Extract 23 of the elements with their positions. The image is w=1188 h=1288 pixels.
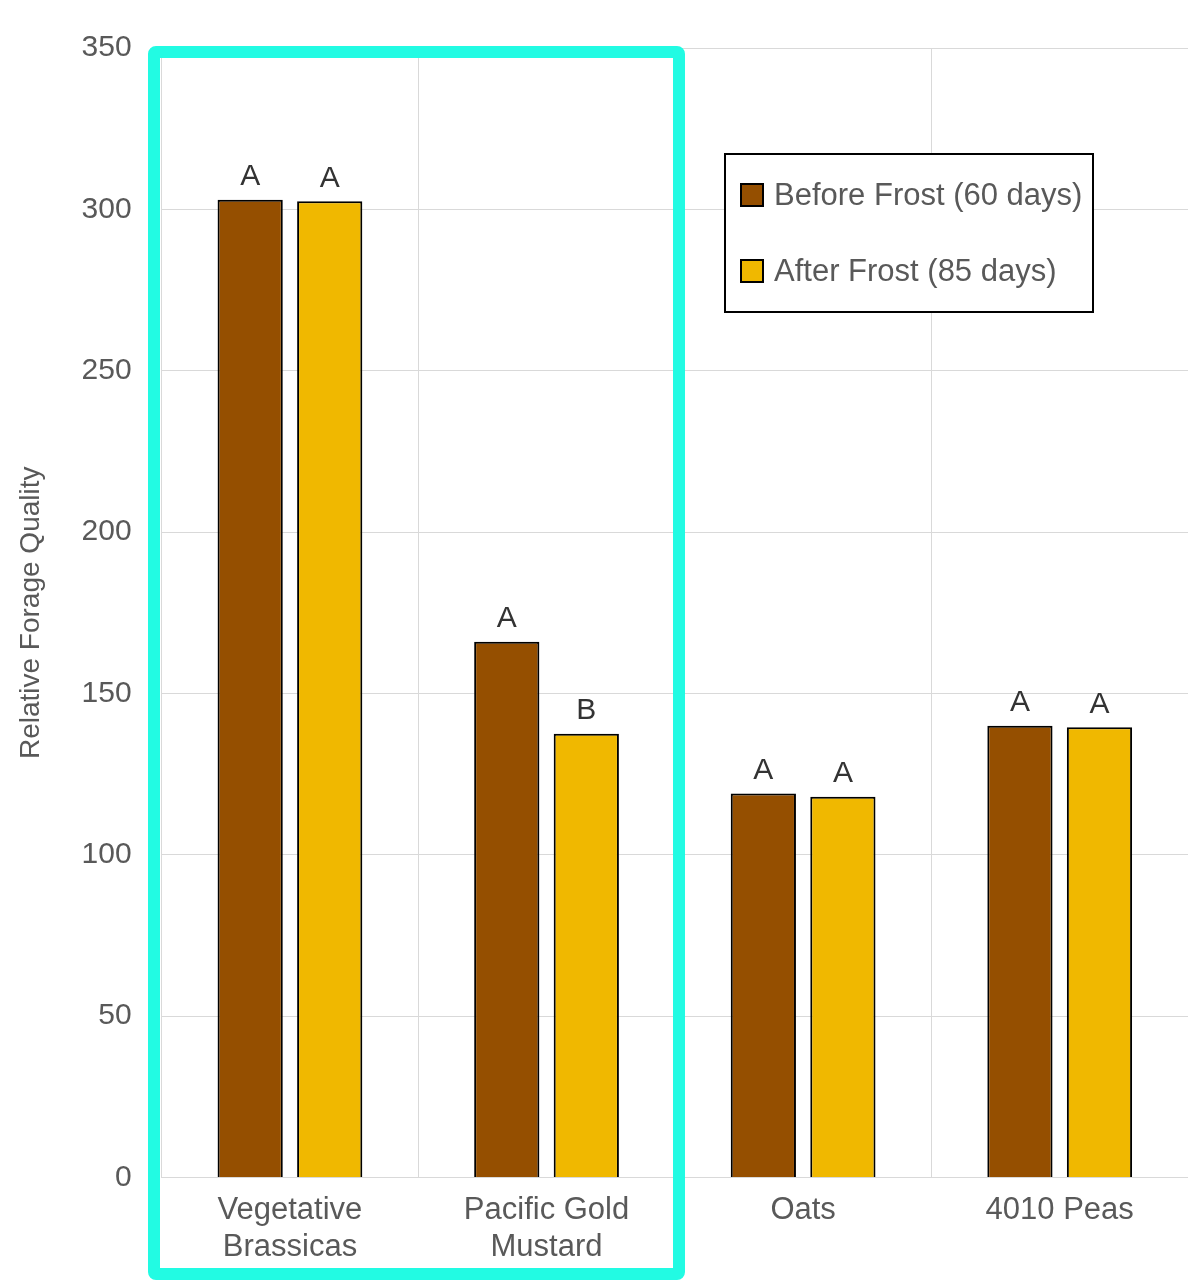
y-tick-label: 300 — [81, 190, 132, 224]
x-tick-label: Pacific Gold Mustard — [463, 1190, 630, 1263]
y-axis-title: Relative Forage Quality — [13, 466, 45, 760]
y-tick-label: 150 — [81, 674, 132, 708]
data-label: A — [1009, 684, 1030, 718]
y-tick-label: 200 — [81, 513, 132, 547]
data-label: A — [319, 159, 340, 193]
y-tick-label: 350 — [81, 29, 132, 63]
data-label: A — [753, 751, 774, 785]
data-label: A — [496, 600, 517, 634]
x-tick-label: Oats — [770, 1190, 836, 1226]
x-tick-label: 4010 Peas — [985, 1190, 1134, 1226]
data-label: A — [240, 157, 261, 191]
data-label: B — [576, 692, 597, 726]
y-tick-label: 100 — [81, 836, 132, 870]
legend-label: After Frost (85 days) — [774, 253, 1057, 289]
data-label: A — [832, 755, 853, 789]
x-tick-label: Vegetative Brassicas — [217, 1190, 363, 1263]
data-label: A — [1089, 685, 1110, 719]
y-tick-label: 250 — [81, 352, 132, 386]
y-tick-label: 50 — [98, 997, 132, 1031]
legend-label: Before Frost (60 days) — [774, 177, 1083, 213]
y-tick-label: 0 — [114, 1158, 132, 1192]
